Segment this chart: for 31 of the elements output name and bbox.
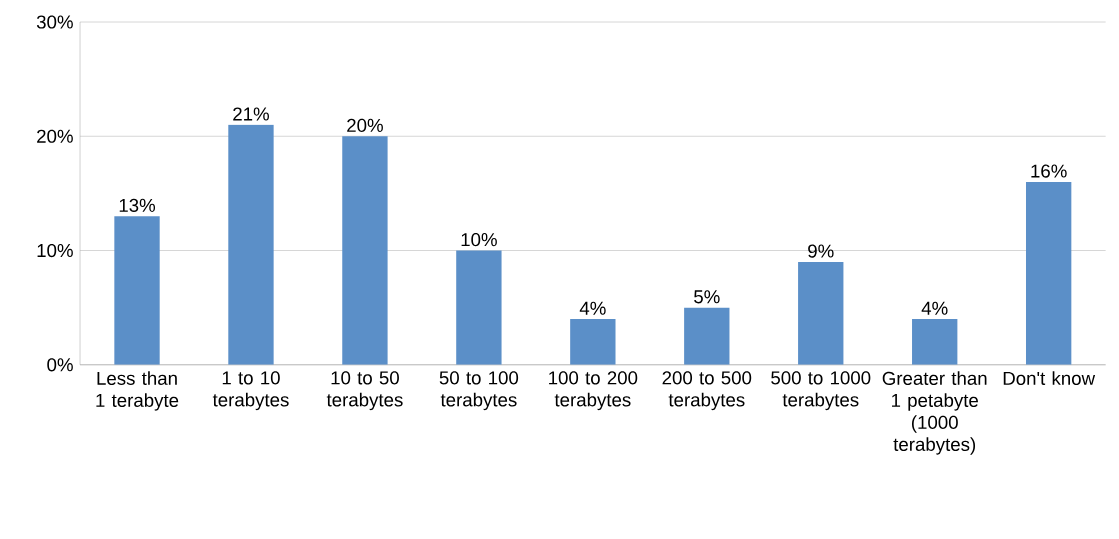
bar [798, 262, 844, 365]
x-tick-label: 100 to 200 terabytes [549, 371, 638, 411]
bar [342, 136, 388, 365]
bar [912, 319, 958, 365]
data-label: 4% [579, 301, 606, 315]
data-label: 5% [694, 290, 720, 304]
data-label: 16% [1031, 164, 1067, 178]
x-tick-label: Greater than 1 petabyte (1000 terabytes) [882, 371, 987, 455]
data-label: 13% [119, 198, 156, 213]
x-tick-label: Less than 1 terabyte [96, 371, 179, 411]
bar [114, 216, 160, 365]
data-label: 21% [233, 107, 269, 121]
x-tick-label: 500 to 1000 terabytes [771, 371, 871, 411]
bar [570, 319, 616, 365]
y-tick-label: 0% [47, 358, 73, 372]
bar [1025, 182, 1072, 365]
x-tick-label: Don't know [1003, 371, 1096, 386]
bar [228, 124, 274, 365]
x-tick-label: 10 to 50 terabytes [326, 371, 403, 411]
bar [456, 250, 502, 365]
data-label: 4% [921, 301, 948, 315]
bar [684, 307, 730, 365]
y-tick-label: 10% [37, 243, 73, 258]
data-label: 9% [808, 244, 834, 258]
x-tick-label: 50 to 100 terabytes [439, 371, 519, 411]
x-tick-label: 1 to 10 terabytes [212, 371, 289, 411]
y-tick-label: 20% [37, 129, 73, 143]
data-label: 10% [461, 233, 497, 247]
x-tick-label: 200 to 500 terabytes [662, 371, 752, 411]
data-label: 20% [347, 118, 383, 133]
y-tick-label: 30% [36, 15, 73, 29]
